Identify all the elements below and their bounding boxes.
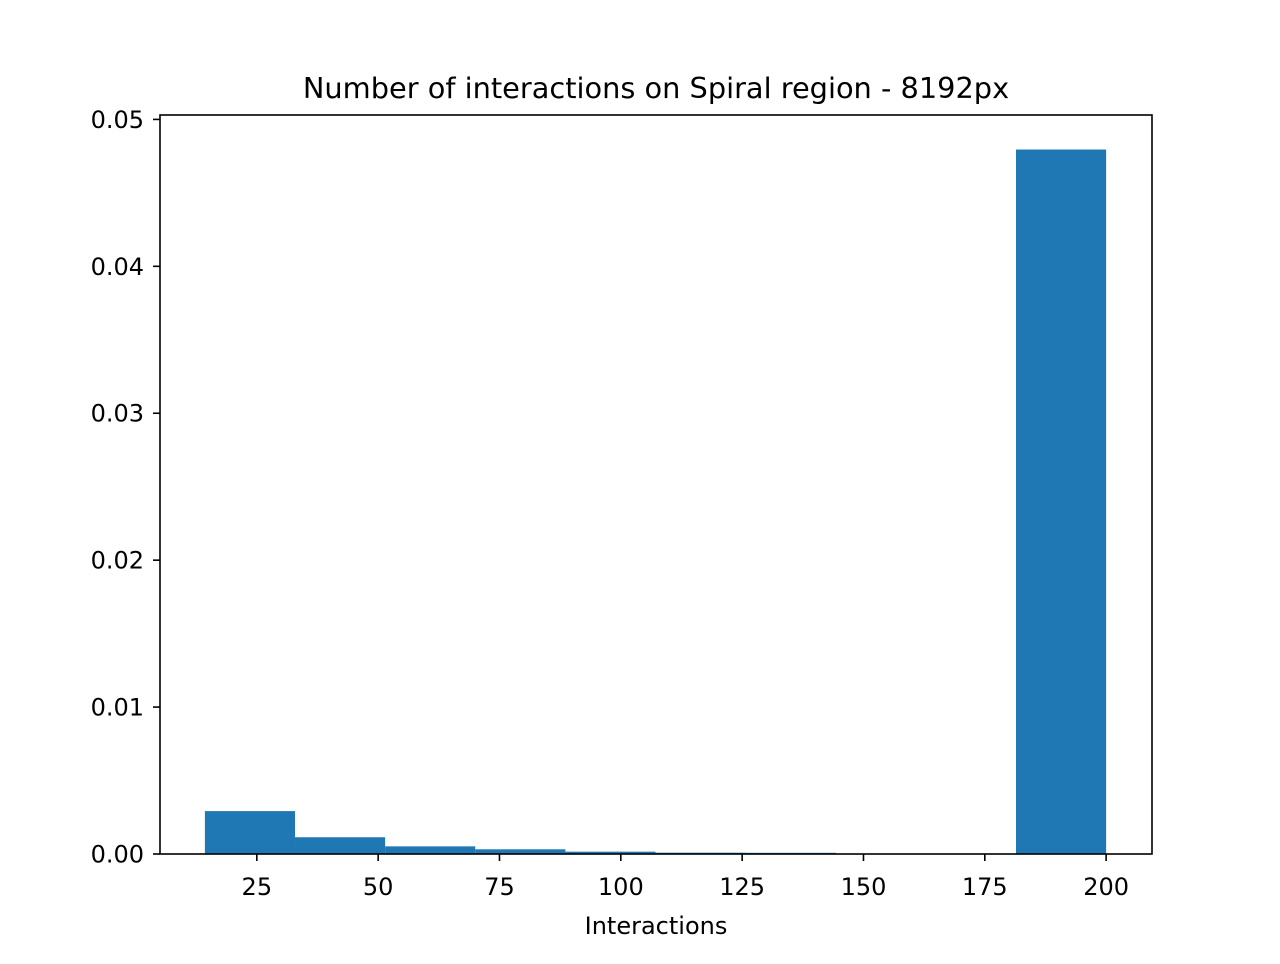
x-tick-label: 25 [242,873,273,901]
y-tick-label: 0.03 [91,400,144,428]
y-tick-label: 0.01 [91,694,144,722]
x-tick-label: 50 [363,873,394,901]
chart-title: Number of interactions on Spiral region … [303,71,1009,105]
y-tick-label: 0.02 [91,547,144,575]
plot-frame [159,114,1153,855]
histogram-bar [475,849,566,854]
x-tick-label: 125 [719,873,765,901]
histogram-bar [565,851,656,854]
histogram-bar [295,837,386,854]
x-tick-label: 175 [962,873,1008,901]
y-tick-label: 0.04 [91,253,144,281]
x-tick-label: 75 [484,873,515,901]
axes-layer: 25 50 75 100 125 150 175 200 0.00 0.01 0.02 0.03 0.0… [91,106,1153,901]
y-tick-label: 0.05 [91,106,144,134]
x-tick-label: 200 [1083,873,1129,901]
x-axis-title: Interactions [585,912,728,940]
histogram-bar [204,811,296,854]
bars-layer [204,149,1107,854]
x-tick-label: 100 [598,873,644,901]
y-tick-label: 0.00 [91,841,144,869]
x-tick-label: 150 [841,873,887,901]
histogram-bar [385,846,476,854]
histogram-bar [1016,149,1107,854]
